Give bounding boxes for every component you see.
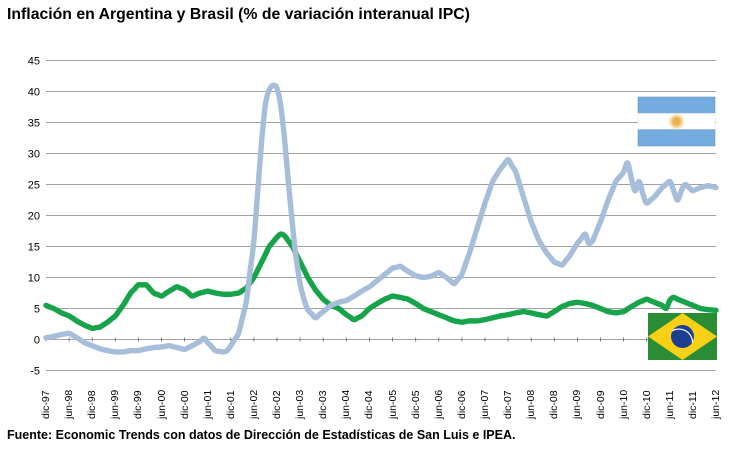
svg-text:5: 5	[34, 304, 40, 316]
svg-text:45: 45	[28, 56, 40, 68]
svg-text:30: 30	[28, 149, 40, 161]
svg-text:35: 35	[28, 118, 40, 130]
svg-text:40: 40	[28, 87, 40, 99]
svg-text:15: 15	[28, 242, 40, 254]
svg-text:-5: -5	[30, 366, 40, 378]
svg-text:0: 0	[34, 335, 40, 347]
svg-text:10: 10	[28, 273, 40, 285]
svg-text:25: 25	[28, 180, 40, 192]
svg-text:20: 20	[28, 211, 40, 223]
